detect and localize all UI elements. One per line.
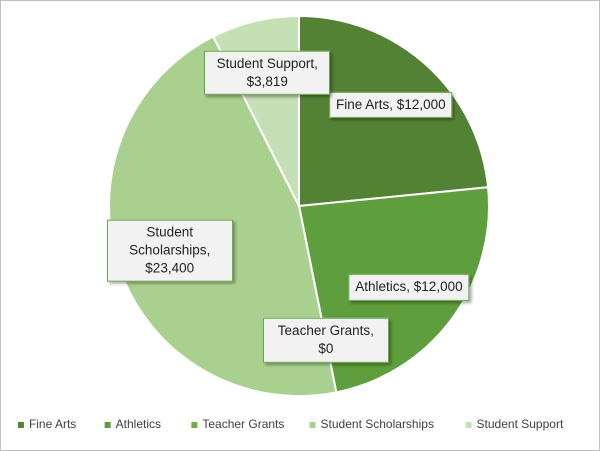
data-label: Athletics, $12,000	[348, 274, 470, 301]
legend-label: Student Support	[477, 417, 564, 431]
legend-label: Teacher Grants	[202, 417, 284, 431]
legend-label: Athletics	[116, 417, 161, 431]
legend-label: Student Scholarships	[321, 417, 434, 431]
legend-swatch	[191, 422, 198, 428]
data-label: Fine Arts, $12,000	[329, 91, 453, 118]
legend-swatch	[465, 422, 472, 428]
legend-label: Fine Arts	[29, 417, 76, 431]
legend-swatch	[17, 422, 24, 428]
data-label: Student Support, $3,819	[204, 50, 331, 96]
legend-swatch	[104, 422, 111, 428]
legend-swatch	[309, 422, 316, 428]
data-label: Teacher Grants, $0	[262, 317, 389, 363]
data-label: Student Scholarships, $23,400	[106, 219, 233, 283]
